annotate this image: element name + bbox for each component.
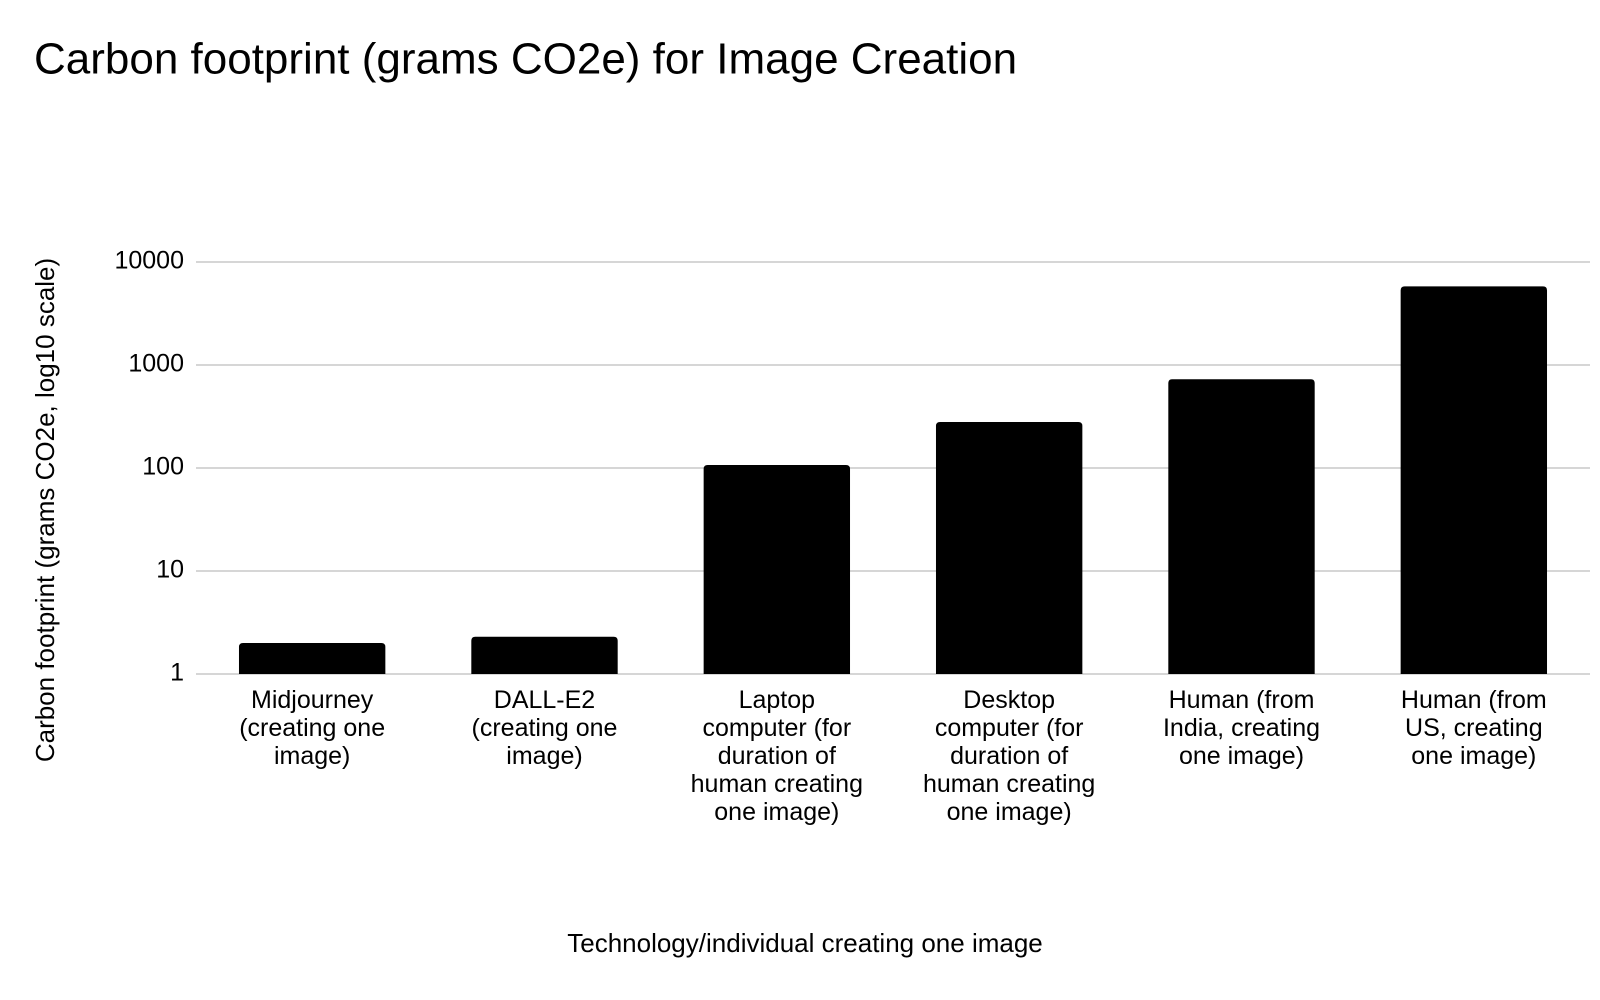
y-tick-label: 1000 [128,350,184,378]
bar [1400,286,1548,674]
x-axis-title: Technology/individual creating one image [567,928,1043,958]
chart-title: Carbon footprint (grams CO2e) for Image … [34,35,1017,84]
y-tick-label: 10000 [114,247,184,275]
x-tick-label: DALL-E2 (creating one image) [471,686,618,770]
y-tick-label: 1 [170,659,184,687]
bar [471,636,618,674]
bar [935,421,1083,674]
x-tick-label: Desktop computer (for duration of human … [922,686,1096,826]
x-tick-label: Laptop computer (for duration of human c… [690,686,863,826]
x-tick-label: Human (from India, creating one image) [1162,686,1321,770]
grid [196,261,1590,675]
bar [238,642,386,674]
x-tick-label: Human (from US, creating one image) [1400,686,1547,770]
y-tick-label: 10 [156,556,184,584]
x-tick-label: Midjourney (creating one image) [239,686,386,770]
bar [703,464,851,674]
y-tick-label: 100 [142,453,184,481]
y-axis-title: Carbon footprint (grams CO2e, log10 scal… [30,258,60,762]
bar [1168,379,1315,674]
